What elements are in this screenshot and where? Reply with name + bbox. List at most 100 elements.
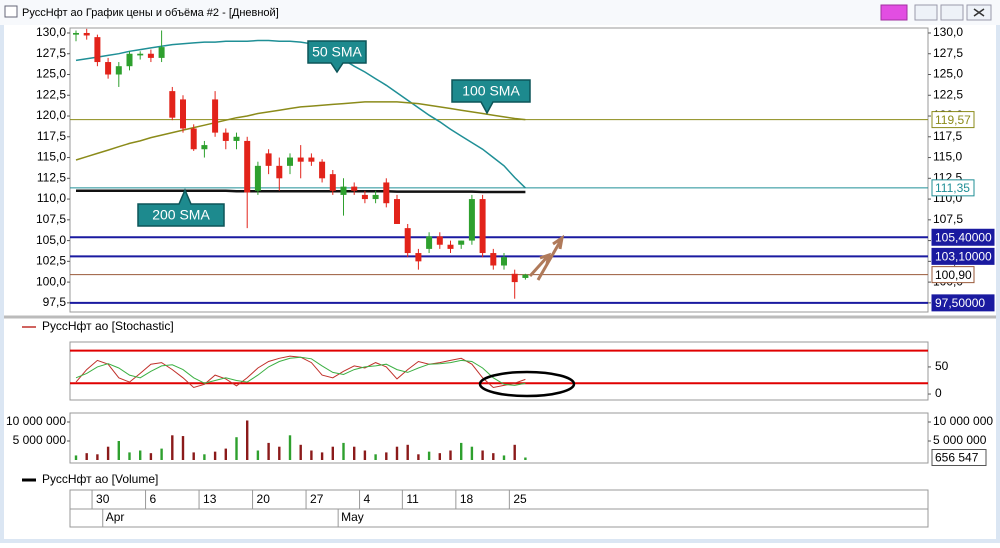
close-icon — [973, 8, 985, 17]
x-tick-label: 25 — [513, 492, 527, 506]
candle-body — [276, 165, 283, 179]
candle-body — [468, 199, 475, 241]
y2-tick-label: 107,5 — [933, 212, 963, 226]
candle-body — [94, 37, 101, 63]
candle-body — [297, 157, 304, 162]
callout — [307, 40, 367, 74]
y-tick-label: 102,5 — [36, 254, 66, 268]
volume-bar — [417, 454, 420, 460]
x-tick-label: 6 — [150, 492, 157, 506]
level-label-box — [931, 111, 975, 129]
volume-bar — [513, 444, 516, 460]
y-tick-label: 110,0 — [37, 191, 66, 205]
y2-tick-label: 5 000 000 — [933, 433, 987, 447]
candle-body — [233, 136, 240, 141]
volume-bar — [353, 446, 356, 460]
candle-body — [490, 253, 497, 266]
candle-body — [479, 199, 486, 254]
volume-bar — [192, 452, 195, 460]
sma-line — [76, 189, 526, 194]
candle-body — [351, 186, 358, 191]
candle-body — [319, 161, 326, 179]
volume-bar — [363, 450, 367, 460]
candle-body — [287, 157, 293, 166]
candle-body — [147, 53, 154, 58]
volume-bar — [438, 453, 441, 460]
volume-bar — [524, 457, 527, 460]
candle-body — [436, 236, 443, 245]
candle-body — [115, 66, 122, 75]
volume-bar — [213, 451, 217, 460]
candle-body — [137, 53, 144, 56]
level-label: 111,35 — [935, 181, 970, 195]
candle-body — [372, 194, 379, 200]
y2-tick-label: 0 — [935, 386, 942, 400]
maximize-button[interactable] — [940, 4, 964, 21]
candle-body — [340, 186, 347, 195]
volume-bar — [235, 437, 238, 460]
candle-body — [73, 32, 79, 35]
candle-body — [169, 91, 176, 118]
legend-label: РуссНфт ао [Stochastic] — [42, 319, 174, 333]
candle-body — [180, 99, 186, 129]
app-icon — [4, 5, 18, 18]
volume-bar — [320, 452, 324, 460]
level-label-box — [931, 179, 975, 197]
x-tick-label: 11 — [406, 492, 419, 506]
x-tick-label: 13 — [203, 492, 217, 506]
candle-body — [522, 274, 529, 278]
month-label: May — [341, 510, 364, 524]
title-bar — [0, 0, 1000, 25]
sma-line — [75, 101, 526, 161]
sma-line — [75, 39, 526, 189]
y-tick-label: 130,0 — [36, 25, 66, 39]
y2-tick-label: 125,0 — [933, 67, 963, 81]
y2-tick-label: 50 — [935, 359, 949, 373]
price-panel — [69, 27, 929, 313]
y2-tick-label: 10 000 000 — [933, 414, 993, 428]
volume-bar — [385, 452, 388, 460]
y-tick-label: 107,5 — [36, 212, 66, 226]
candle-body — [447, 244, 454, 249]
candle-body — [201, 145, 208, 150]
level-label: 103,10000 — [935, 250, 992, 264]
y2-tick-label: 130,0 — [933, 25, 963, 39]
candle-body — [501, 257, 507, 266]
value-label: 656 547 — [935, 451, 979, 465]
volume-bar — [374, 454, 377, 460]
volume-bar — [246, 420, 249, 460]
candle-body — [254, 165, 261, 191]
level-label: 100,90 — [935, 268, 972, 282]
arrow — [536, 234, 565, 281]
volume-bar — [331, 446, 334, 460]
minimize-button[interactable] — [914, 4, 938, 21]
volume-bar — [85, 453, 88, 460]
stochastic-line — [75, 356, 526, 386]
y-tick-label: 97,5 — [43, 295, 67, 309]
volume-bar — [256, 450, 260, 460]
candle-body — [308, 157, 315, 162]
candle-body — [190, 128, 197, 150]
candle-body — [265, 153, 272, 166]
y-tick-label: 122,5 — [36, 87, 66, 101]
volume-bar — [470, 446, 474, 460]
candle-body — [212, 99, 219, 133]
candle-body — [126, 53, 133, 67]
candle-body — [244, 140, 251, 193]
volume-bar — [96, 454, 99, 460]
month-label: Apr — [106, 510, 125, 524]
candle-body — [426, 236, 433, 249]
pin-button[interactable] — [880, 4, 908, 21]
volume-bar — [74, 455, 78, 460]
volume-bar — [267, 442, 270, 460]
candle-body — [329, 174, 336, 191]
volume-bar — [149, 453, 153, 460]
legend-label: РуссНфт ао [Volume] — [42, 472, 158, 486]
volume-bar — [288, 435, 292, 460]
level-label: 119,57 — [935, 113, 971, 127]
level-label: 105,40000 — [935, 230, 992, 244]
x-tick-label: 20 — [257, 492, 271, 506]
volume-bar — [502, 455, 506, 460]
y2-tick-label: 122,5 — [933, 87, 963, 101]
volume-bar — [406, 444, 409, 460]
